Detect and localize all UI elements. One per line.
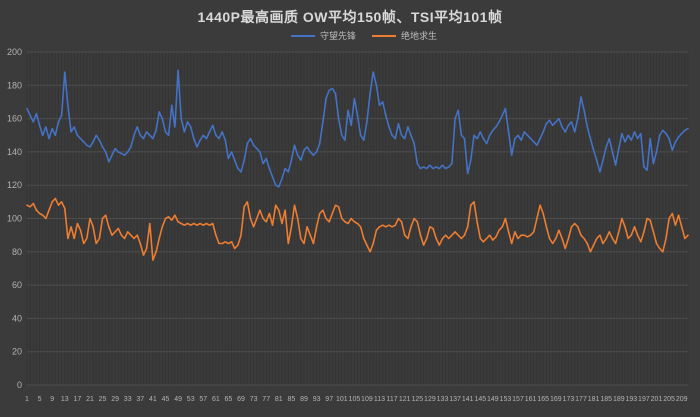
x-axis-labels: 1 5 9 13 17 21 25 29 33 37 41 45 49 53 57 61 65 69 73 77 81 8… xyxy=(25,396,688,403)
svg-text:185: 185 xyxy=(600,396,612,403)
svg-text:17: 17 xyxy=(74,396,82,403)
svg-text:101: 101 xyxy=(336,396,348,403)
svg-text:177: 177 xyxy=(575,396,587,403)
horizontal-gridlines xyxy=(27,51,688,386)
legend-line-swatch-blue xyxy=(290,34,315,37)
svg-text:41: 41 xyxy=(149,396,157,403)
svg-text:180: 180 xyxy=(7,80,22,90)
chart-legend: 守望先锋 绝地求生 xyxy=(14,29,700,42)
svg-text:109: 109 xyxy=(361,396,373,403)
svg-text:57: 57 xyxy=(199,396,207,403)
svg-text:37: 37 xyxy=(136,396,144,403)
y-axis-labels: 0 20 40 60 80 100 120 140 160 180 200 xyxy=(7,47,22,390)
svg-text:80: 80 xyxy=(12,247,22,257)
svg-text:160: 160 xyxy=(7,114,22,124)
svg-text:173: 173 xyxy=(563,396,575,403)
svg-text:133: 133 xyxy=(437,396,449,403)
svg-text:113: 113 xyxy=(374,396,385,403)
svg-text:1: 1 xyxy=(25,396,29,403)
svg-text:49: 49 xyxy=(174,396,182,403)
svg-text:21: 21 xyxy=(86,396,94,403)
svg-text:25: 25 xyxy=(99,396,107,403)
svg-text:89: 89 xyxy=(300,396,308,403)
svg-text:20: 20 xyxy=(12,347,22,357)
svg-text:85: 85 xyxy=(288,396,296,403)
svg-text:45: 45 xyxy=(162,396,170,403)
svg-text:141: 141 xyxy=(462,396,474,403)
svg-text:93: 93 xyxy=(313,396,321,403)
svg-text:60: 60 xyxy=(12,280,22,290)
legend-item-overwatch: 守望先锋 xyxy=(290,29,356,42)
svg-text:33: 33 xyxy=(124,396,132,403)
svg-text:40: 40 xyxy=(12,313,22,323)
svg-text:169: 169 xyxy=(550,396,562,403)
svg-text:29: 29 xyxy=(111,396,119,403)
svg-text:120: 120 xyxy=(7,180,22,190)
series-line-overwatch xyxy=(26,69,689,188)
svg-text:193: 193 xyxy=(625,396,637,403)
chart-title: 1440P最高画质 OW平均150帧、TSI平均101帧 xyxy=(197,9,503,25)
svg-text:0: 0 xyxy=(17,380,22,390)
legend-label-pubg: 绝地求生 xyxy=(401,31,438,41)
svg-text:125: 125 xyxy=(411,396,423,403)
svg-text:181: 181 xyxy=(588,396,600,403)
svg-text:97: 97 xyxy=(325,396,333,403)
legend-item-pubg: 绝地求生 xyxy=(372,29,437,42)
svg-text:61: 61 xyxy=(212,396,220,403)
svg-text:209: 209 xyxy=(676,396,688,403)
svg-text:105: 105 xyxy=(349,396,361,403)
svg-text:201: 201 xyxy=(651,396,663,403)
legend-line-swatch-orange xyxy=(372,34,396,37)
svg-text:5: 5 xyxy=(38,396,42,403)
svg-text:205: 205 xyxy=(663,396,675,403)
svg-text:129: 129 xyxy=(424,396,436,403)
svg-text:200: 200 xyxy=(7,47,22,57)
svg-text:81: 81 xyxy=(275,396,283,403)
legend-label-overwatch: 守望先锋 xyxy=(319,31,356,41)
svg-text:137: 137 xyxy=(449,396,461,403)
svg-text:149: 149 xyxy=(487,396,499,403)
svg-text:153: 153 xyxy=(500,396,512,403)
svg-text:9: 9 xyxy=(50,396,54,403)
svg-text:77: 77 xyxy=(262,396,270,403)
svg-text:140: 140 xyxy=(7,147,22,157)
svg-text:53: 53 xyxy=(187,396,195,403)
svg-text:197: 197 xyxy=(638,396,650,403)
svg-text:157: 157 xyxy=(512,396,524,403)
svg-text:73: 73 xyxy=(250,396,258,403)
svg-text:69: 69 xyxy=(237,396,245,403)
svg-text:161: 161 xyxy=(525,396,537,403)
svg-text:145: 145 xyxy=(474,396,486,403)
svg-text:117: 117 xyxy=(387,396,398,403)
svg-text:65: 65 xyxy=(225,396,233,403)
svg-text:121: 121 xyxy=(399,396,411,403)
svg-text:100: 100 xyxy=(7,214,22,224)
svg-text:13: 13 xyxy=(61,396,69,403)
svg-text:189: 189 xyxy=(613,396,625,403)
svg-text:165: 165 xyxy=(537,396,549,403)
series-line-pubg xyxy=(26,197,689,261)
